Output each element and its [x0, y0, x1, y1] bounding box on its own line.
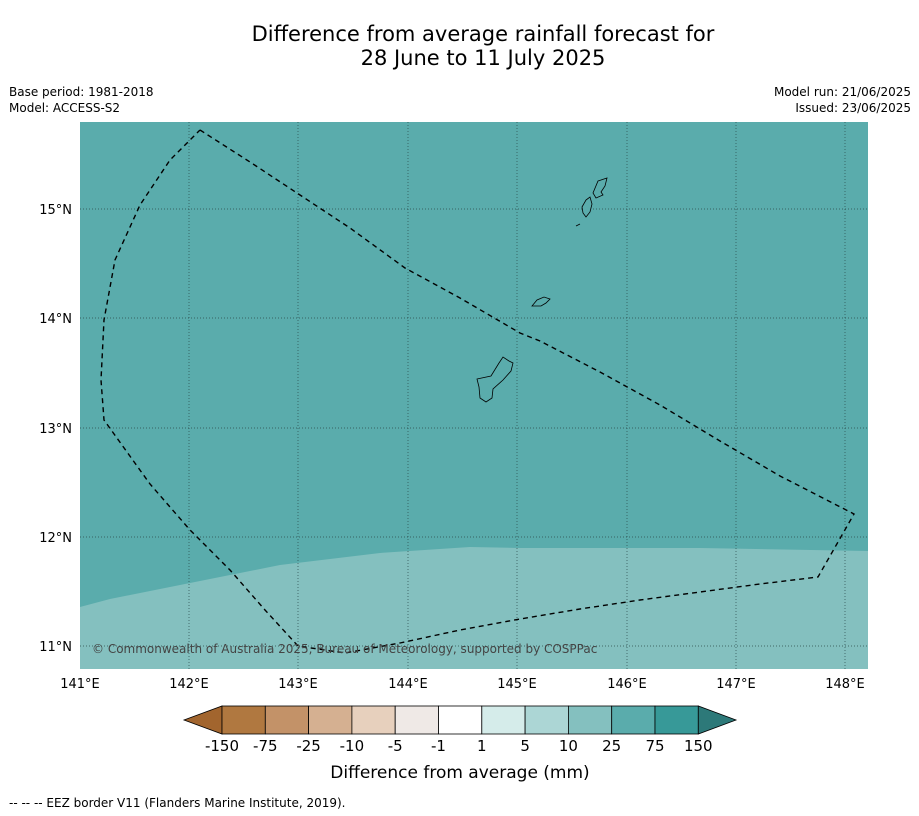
colorbar-tick-label: 10	[559, 737, 578, 755]
colorbar-tick-label: 1	[477, 737, 487, 755]
islands	[476, 177, 608, 403]
colorbar-bin	[611, 705, 656, 735]
colorbar-extend-low	[182, 705, 223, 735]
tinian-island	[581, 196, 593, 218]
colorbar-tick-label: 25	[602, 737, 621, 755]
longitude-labels: 141°E 142°E 143°E 144°E 145°E 146°E 147°…	[60, 677, 865, 692]
colorbar-bin	[308, 705, 353, 735]
aguijan-islet	[575, 223, 581, 227]
colorbar-bin	[264, 705, 309, 735]
colorbar-label: Difference from average (mm)	[330, 763, 589, 783]
lat-label-15: 15°N	[39, 203, 72, 218]
model-run-label: Model run: 21/06/2025	[773, 85, 911, 99]
lon-label-143: 143°E	[278, 677, 318, 692]
lon-label-145: 145°E	[497, 677, 537, 692]
colorbar-bin	[481, 705, 526, 735]
lon-label-141: 141°E	[60, 677, 100, 692]
colorbar-bin	[351, 705, 396, 735]
saipan-island	[592, 177, 608, 199]
colorbar-extend-high	[697, 705, 738, 735]
metadata-right: Model run: 21/06/2025 Issued: 23/06/2025	[774, 84, 911, 116]
base-period-label: Base period: 1981-2018	[9, 85, 154, 99]
lon-label-144: 144°E	[388, 677, 428, 692]
colorbar: -150 -75 -25 -10 -5 -1 1 5 10 25 75 150	[182, 705, 738, 755]
colorbar-tick-label: -1	[431, 737, 446, 755]
colorbar-tick-label: 5	[520, 737, 530, 755]
eez-footnote: -- -- -- EEZ border V11 (Flanders Marine…	[9, 796, 346, 810]
lon-label-148: 148°E	[825, 677, 865, 692]
region-25-to-75	[80, 547, 868, 669]
colorbar-tick-label: -150	[205, 737, 239, 755]
colorbar-bin	[654, 705, 699, 735]
colorbar-bin	[438, 705, 483, 735]
copyright-notice: © Commonwealth of Australia 2025, Bureau…	[92, 642, 597, 656]
colorbar-tick-label: -10	[340, 737, 365, 755]
lat-label-13: 13°N	[39, 422, 72, 437]
rainfall-map: © Commonwealth of Australia 2025, Bureau…	[39, 122, 868, 783]
guam-island	[476, 356, 514, 403]
colorbar-tick-label: -25	[296, 737, 321, 755]
colorbar-tick-label: -75	[253, 737, 278, 755]
metadata-left: Base period: 1981-2018 Model: ACCESS-S2	[9, 84, 154, 116]
lat-label-11: 11°N	[39, 640, 72, 655]
map-title: Difference from average rainfall forecas…	[0, 22, 919, 70]
colorbar-bin	[221, 705, 266, 735]
colorbar-tick-label: 75	[645, 737, 664, 755]
eez-border	[100, 129, 855, 654]
title-line-2: 28 June to 11 July 2025	[360, 46, 606, 70]
colorbar-bin	[394, 705, 439, 735]
model-label: Model: ACCESS-S2	[9, 101, 121, 115]
colorbar-bin	[524, 705, 569, 735]
lon-label-142: 142°E	[169, 677, 209, 692]
colorbar-tick-label: 150	[684, 737, 713, 755]
map-area: © Commonwealth of Australia 2025, Bureau…	[80, 122, 868, 669]
latitude-labels: 11°N 12°N 13°N 14°N 15°N	[39, 203, 72, 655]
rota-island	[531, 296, 551, 307]
colorbar-tick-label: -5	[388, 737, 403, 755]
lat-label-14: 14°N	[39, 312, 72, 327]
lon-label-146: 146°E	[607, 677, 647, 692]
gridlines	[80, 122, 868, 669]
lat-label-12: 12°N	[39, 531, 72, 546]
issued-label: Issued: 23/06/2025	[795, 101, 911, 115]
lon-label-147: 147°E	[716, 677, 756, 692]
colorbar-bin	[568, 705, 613, 735]
title-line-1: Difference from average rainfall forecas…	[251, 22, 715, 46]
